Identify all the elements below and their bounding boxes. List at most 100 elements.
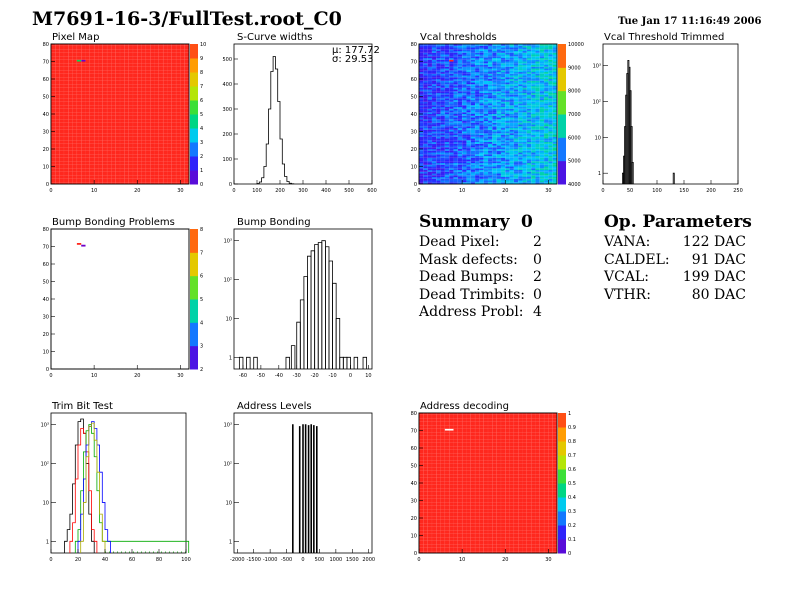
heatmap-cell: [137, 73, 142, 76]
heatmap-cell: [89, 103, 95, 106]
heatmap-cell: [180, 133, 185, 136]
heatmap-cell: [440, 122, 445, 125]
heatmap-cell: [449, 138, 454, 141]
heatmap-cell: [496, 75, 501, 78]
heatmap-cell: [479, 79, 484, 81]
heatmap-cell: [427, 164, 432, 167]
heatmap-cell: [500, 133, 506, 136]
heatmap-cell: [479, 94, 484, 97]
heatmap-cell: [85, 159, 90, 162]
heatmap-cell: [500, 163, 506, 165]
heatmap-cell: [492, 157, 497, 160]
heatmap-cell: [81, 119, 86, 122]
heatmap-cell: [89, 152, 95, 155]
heatmap-cell: [470, 164, 476, 167]
heatmap-cell: [449, 168, 454, 171]
heatmap-cell: [505, 89, 510, 92]
heatmap-cell: [141, 149, 146, 151]
heatmap-cell: [444, 49, 450, 52]
heatmap-cell: [509, 51, 514, 53]
heatmap-cell: [94, 47, 99, 50]
heatmap-cell: [59, 121, 64, 123]
heatmap-cell: [55, 171, 60, 174]
heatmap-cell: [76, 173, 82, 176]
heatmap-cell: [453, 173, 458, 176]
heatmap-cell: [167, 47, 172, 50]
heatmap-cell: [94, 135, 99, 137]
heatmap-cell: [137, 145, 142, 148]
heatmap-cell: [457, 98, 463, 101]
heatmap-cell: [518, 51, 523, 53]
heatmap-cell: [158, 122, 164, 125]
heatmap-cell: [176, 156, 181, 158]
heatmap-cell: [466, 145, 471, 148]
heatmap-cell: [505, 91, 510, 94]
heatmap-cell: [423, 51, 428, 53]
heatmap-cell: [470, 49, 476, 52]
heatmap-cell: [184, 58, 190, 60]
heatmap-cell: [431, 91, 437, 94]
heatmap-cell: [492, 171, 497, 174]
heatmap-cell: [496, 168, 501, 171]
heatmap-cell: [132, 65, 138, 67]
heatmap-cell: [431, 56, 437, 59]
heatmap-cell: [51, 129, 56, 132]
heatmap-cell: [128, 107, 133, 109]
heatmap-cell: [158, 110, 164, 113]
heatmap-cell: [94, 138, 99, 141]
heatmap-cell: [492, 105, 497, 108]
heatmap-cell: [518, 159, 523, 162]
heatmap-cell: [449, 142, 454, 144]
heatmap-cell: [158, 121, 164, 123]
heatmap-cell: [115, 70, 121, 73]
heatmap-cell: [115, 128, 121, 130]
heatmap-cell: [176, 135, 181, 137]
heatmap-cell: [457, 87, 463, 90]
heatmap-cell: [171, 175, 177, 178]
heatmap-cell: [171, 122, 177, 125]
heatmap-cell: [475, 89, 480, 92]
heatmap-cell: [176, 180, 181, 183]
heatmap-cell: [492, 168, 497, 171]
heatmap-cell: [440, 175, 445, 178]
heatmap-cell: [158, 93, 164, 95]
heatmap-cell: [462, 121, 467, 123]
heatmap-cell: [68, 133, 73, 136]
heatmap-cell: [94, 136, 99, 139]
heatmap-cell: [132, 82, 138, 85]
heatmap-cell: [509, 100, 514, 102]
heatmap-cell: [184, 108, 190, 111]
heatmap-cell: [531, 140, 536, 143]
heatmap-cell: [76, 52, 82, 55]
heatmap-cell: [51, 100, 56, 102]
heatmap-cell: [492, 49, 497, 52]
heatmap-cell: [115, 150, 121, 153]
heatmap-cell: [492, 161, 497, 164]
heatmap-cell: [111, 126, 116, 129]
heatmap-cell: [128, 61, 133, 64]
heatmap-cell: [94, 152, 99, 155]
heatmap-cell: [81, 159, 86, 162]
heatmap-cell: [470, 82, 476, 85]
heatmap-cell: [466, 129, 471, 132]
heatmap-cell: [150, 156, 155, 158]
heatmap-cell: [535, 133, 540, 136]
heatmap-cell: [419, 164, 424, 167]
heatmap-cell: [500, 177, 506, 179]
heatmap-cell: [51, 164, 56, 167]
heatmap-cell: [124, 112, 129, 115]
heatmap-cell: [171, 124, 177, 127]
heatmap-cell: [479, 89, 484, 92]
heatmap-cell: [163, 154, 168, 157]
heatmap-cell: [496, 119, 501, 122]
heatmap-cell: [76, 110, 82, 113]
heatmap-cell: [518, 54, 523, 57]
heatmap-cell: [59, 87, 64, 90]
heatmap-cell: [423, 70, 428, 73]
heatmap-cell: [167, 68, 172, 71]
heatmap-cell: [488, 159, 493, 162]
heatmap-cell: [51, 66, 56, 69]
heatmap-cell: [111, 152, 116, 155]
heatmap-cell: [132, 119, 138, 122]
heatmap-cell: [488, 152, 493, 155]
